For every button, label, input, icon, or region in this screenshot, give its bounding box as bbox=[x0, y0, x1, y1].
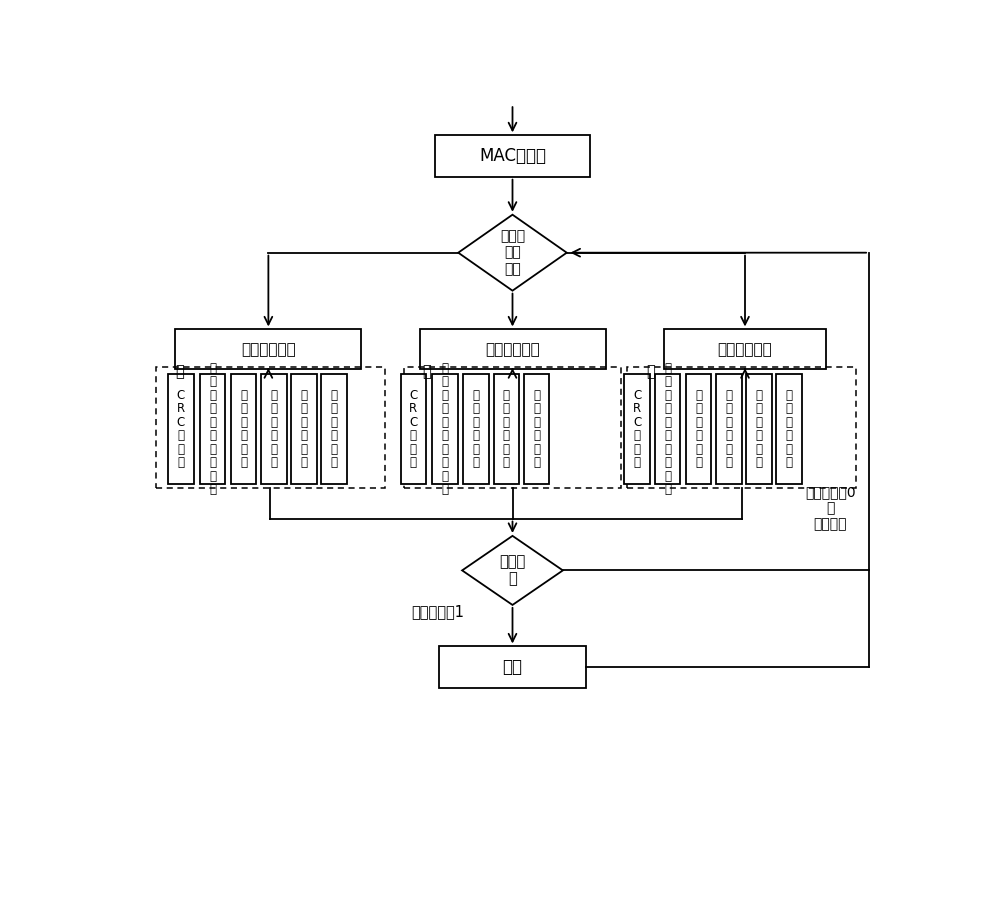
Text: 虚
链
路
号
检
查: 虚 链 路 号 检 查 bbox=[473, 388, 480, 469]
Text: C
R
C
域
检
查: C R C 域 检 查 bbox=[633, 388, 641, 469]
Bar bbox=[432, 373, 458, 484]
Text: 接收标记为1: 接收标记为1 bbox=[412, 605, 465, 619]
Text: 接收标记为0
或
接收完成: 接收标记为0 或 接收完成 bbox=[805, 485, 856, 531]
Bar bbox=[746, 373, 772, 484]
Text: MAC层接收: MAC层接收 bbox=[479, 147, 546, 165]
Bar bbox=[716, 373, 742, 484]
Text: 消
息
长
度
检
查: 消 息 长 度 检 查 bbox=[755, 388, 762, 469]
Bar bbox=[261, 373, 287, 484]
Text: 接收标
记: 接收标 记 bbox=[499, 554, 526, 587]
Bar bbox=[655, 373, 680, 484]
Text: 源
地
址
及
目
的
地
址
检
查: 源 地 址 及 目 的 地 址 检 查 bbox=[442, 361, 449, 496]
Text: 字
节
对
齐
检
查: 字 节 对 齐 检 查 bbox=[270, 388, 277, 469]
Text: 字
节
对
齐
检
查: 字 节 对 齐 检 查 bbox=[503, 388, 510, 469]
Bar bbox=[420, 329, 606, 370]
Bar bbox=[404, 367, 621, 488]
Bar bbox=[401, 373, 426, 484]
Text: 虚
链
路
号
检
查: 虚 链 路 号 检 查 bbox=[695, 388, 702, 469]
Bar bbox=[200, 373, 225, 484]
Text: 字
节
对
齐
检
查: 字 节 对 齐 检 查 bbox=[725, 388, 732, 469]
Text: 速率限制消息: 速率限制消息 bbox=[718, 342, 772, 357]
Bar bbox=[291, 373, 317, 484]
Text: C
R
C
域
检
查: C R C 域 检 查 bbox=[409, 388, 417, 469]
Text: 接收: 接收 bbox=[503, 658, 522, 676]
Text: 虚
链
路
号
检
查: 虚 链 路 号 检 查 bbox=[240, 388, 247, 469]
Bar bbox=[664, 329, 826, 370]
Bar bbox=[435, 135, 590, 177]
Bar bbox=[686, 373, 711, 484]
Text: 源: 源 bbox=[422, 364, 431, 379]
Bar bbox=[624, 373, 650, 484]
Bar bbox=[627, 367, 856, 488]
Text: 源: 源 bbox=[175, 364, 184, 379]
Polygon shape bbox=[462, 536, 563, 605]
Bar bbox=[231, 373, 256, 484]
Text: 源
地
址
及
目
的
地
址
检
查: 源 地 址 及 目 的 地 址 检 查 bbox=[664, 361, 671, 496]
Bar bbox=[463, 373, 489, 484]
Bar bbox=[168, 373, 194, 484]
Text: 时间触发消息: 时间触发消息 bbox=[241, 342, 296, 357]
Bar bbox=[321, 373, 347, 484]
Text: 源: 源 bbox=[646, 364, 655, 379]
Text: 依据类
型域
判断: 依据类 型域 判断 bbox=[500, 230, 525, 276]
Polygon shape bbox=[458, 214, 567, 291]
Bar bbox=[156, 367, 385, 488]
Text: 流
量
信
息
检
查: 流 量 信 息 检 查 bbox=[786, 388, 793, 469]
Text: 源
地
址
及
目
的
地
址
检
查: 源 地 址 及 目 的 地 址 检 查 bbox=[209, 361, 216, 496]
Bar bbox=[175, 329, 361, 370]
Bar bbox=[524, 373, 549, 484]
Bar bbox=[439, 647, 586, 688]
Text: C
R
C
域
检
查: C R C 域 检 查 bbox=[177, 388, 185, 469]
Text: 消
息
长
度
检
查: 消 息 长 度 检 查 bbox=[301, 388, 308, 469]
Text: 协议控制消息: 协议控制消息 bbox=[485, 342, 540, 357]
Text: 消
息
长
度
检
查: 消 息 长 度 检 查 bbox=[533, 388, 540, 469]
Bar bbox=[776, 373, 802, 484]
Bar bbox=[494, 373, 519, 484]
Text: 时
间
信
息
检
查: 时 间 信 息 检 查 bbox=[331, 388, 338, 469]
